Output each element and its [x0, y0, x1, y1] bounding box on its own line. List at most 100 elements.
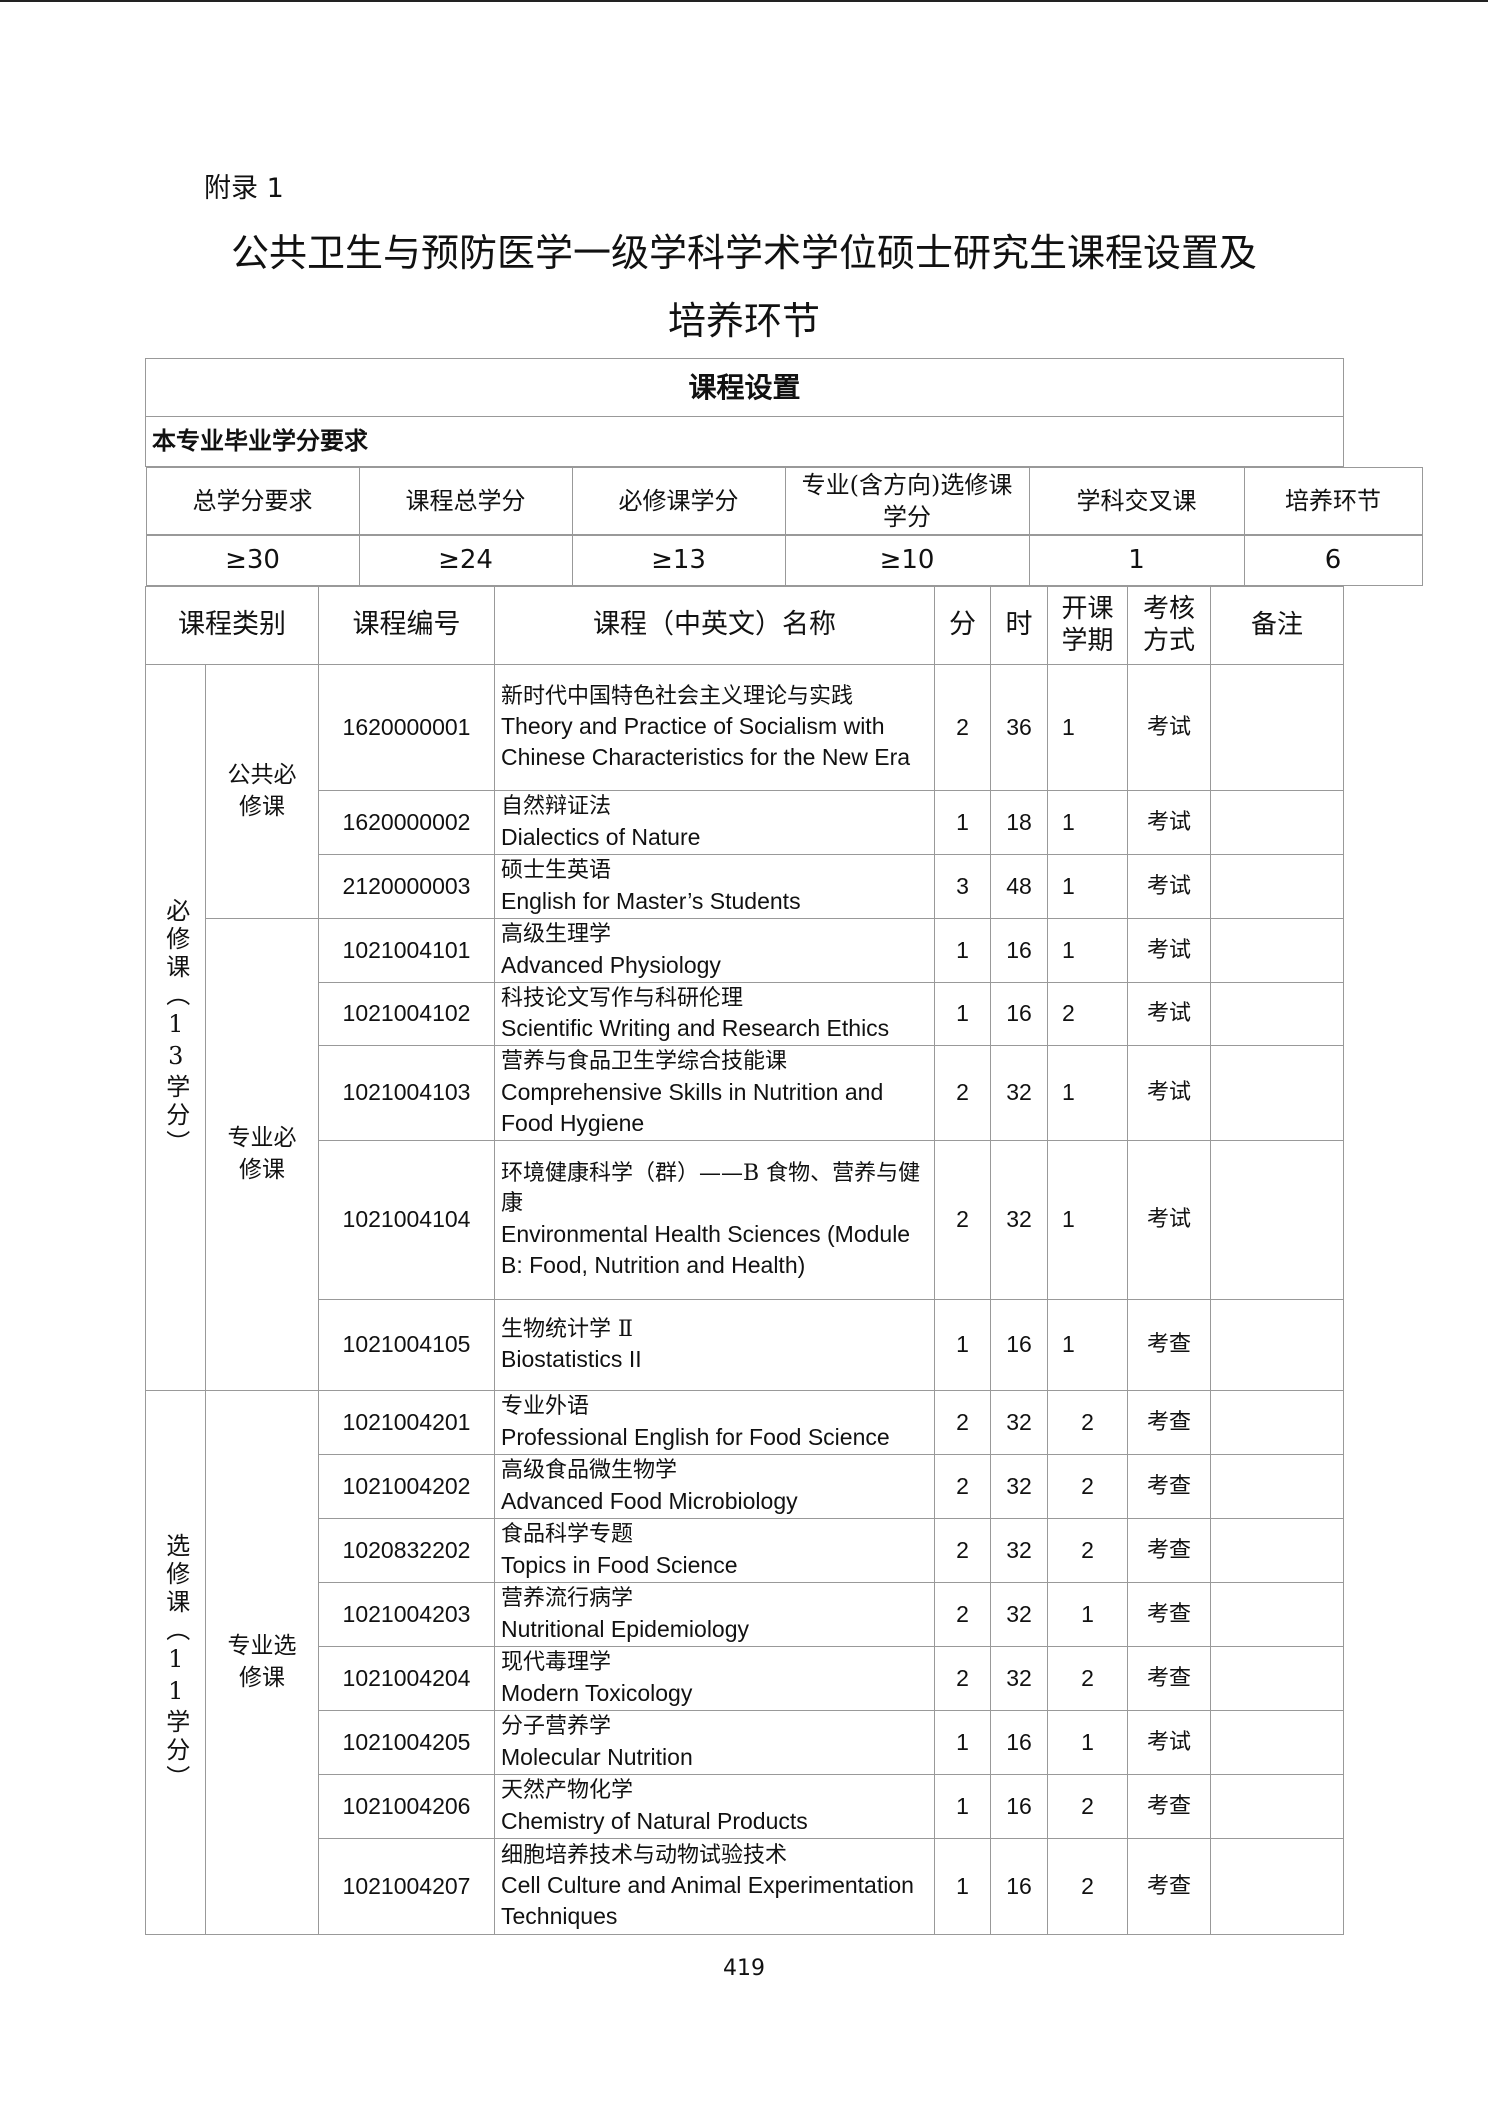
course-code: 1021004204: [318, 1646, 495, 1711]
course-code: 1620000002: [318, 790, 495, 855]
requirement-value: ≥24: [358, 535, 573, 586]
course-row: 1020832202 食品科学专题 Topics in Food Science 2 3…: [146, 1518, 1344, 1583]
header-3: 分: [934, 586, 991, 665]
course-name-en: Scientific Writing and Research Ethics: [501, 1015, 890, 1042]
course-row: 必修课（13学分） 公共必修课 1620000001 新时代中国特色社会主义理论与实践…: [145, 664, 1344, 1391]
course-name-en: Topics in Food Science: [501, 1551, 738, 1578]
course-name-en: Advanced Physiology: [501, 951, 721, 978]
course-row: 1620000002 自然辩证法 Dialectics of Nature 1 18 1 考…: [146, 790, 1344, 855]
course-code: 1021004203: [318, 1582, 495, 1647]
course-term: 1: [1047, 1140, 1128, 1300]
requirement-grid: 总学分要求 课程总学分 必修课学分 专业(含方向)选修课学分 学科交叉课 培养环节: [145, 467, 1423, 535]
course-credit: 3: [934, 854, 991, 919]
course-row: 1021004102 科技论文写作与科研伦理 Scientific Writing …: [146, 982, 1344, 1046]
header-category: 课程类别: [145, 586, 319, 665]
course-exam: 考查: [1127, 1838, 1211, 1935]
course-row: 1021004105 生物统计学 Ⅱ Biostatistics II 1 16 1 考查: [146, 1299, 1344, 1391]
appendix-label: 附录 1: [204, 173, 284, 204]
course-term: 2: [1047, 1454, 1128, 1519]
course-name: 环境健康科学（群）——B 食物、营养与健康 Environmental Healt…: [494, 1140, 935, 1300]
course-code: 1021004104: [318, 1140, 495, 1300]
course-remark: [1210, 982, 1344, 1046]
subgroup-label: 公共必修课: [205, 664, 319, 919]
course-hours: 16: [990, 918, 1048, 983]
course-name: 专业外语 Professional English for Food Scienc…: [494, 1390, 935, 1455]
course-code: 1021004205: [318, 1710, 495, 1775]
course-row: 1021004204 现代毒理学 Modern Toxicology 2 32 2 考查: [146, 1646, 1344, 1711]
course-row: 1021004207 细胞培养技术与动物试验技术 Cell Culture and …: [146, 1838, 1344, 1935]
course-hours: 32: [990, 1045, 1048, 1141]
course-remark: [1210, 1390, 1344, 1455]
course-name: 天然产物化学 Chemistry of Natural Products: [494, 1774, 935, 1839]
course-name-cn: 营养流行病学: [501, 1586, 634, 1612]
course-name: 新时代中国特色社会主义理论与实践 Theory and Practice of S…: [494, 664, 935, 791]
course-name-en: Chemistry of Natural Products: [501, 1807, 808, 1834]
course-row: 1021004104 环境健康科学（群）——B 食物、营养与健康 Environme…: [146, 1140, 1344, 1300]
course-exam: 考查: [1127, 1646, 1211, 1711]
course-row: 2120000003 硕士生英语 English for Master’s Stud…: [146, 854, 1344, 919]
course-credit: 2: [934, 1390, 991, 1455]
course-table: 课程设置 本专业毕业学分要求 总学分要求 课程总学分 必修课学分 专业(含方向)选修课学分…: [145, 358, 1423, 1935]
page-top-border: [0, 0, 1488, 2]
course-name-cn: 专业外语: [501, 1394, 590, 1420]
course-name-cn: 细胞培养技术与动物试验技术: [501, 1842, 788, 1868]
course-name-cn: 天然产物化学: [501, 1778, 634, 1804]
course-hours: 32: [990, 1518, 1048, 1583]
course-name-cn: 生物统计学 Ⅱ: [501, 1316, 633, 1342]
course-code: 1020832202: [318, 1518, 495, 1583]
course-name-en: Theory and Practice of Socialism with Ch…: [501, 713, 911, 771]
course-code: 2120000003: [318, 854, 495, 919]
course-credit: 2: [934, 1646, 991, 1711]
course-exam: 考查: [1127, 1518, 1211, 1583]
course-remark: [1210, 664, 1344, 791]
course-credit: 1: [934, 790, 991, 855]
course-term: 2: [1047, 1390, 1128, 1455]
course-name-en: Nutritional Epidemiology: [501, 1615, 750, 1642]
course-exam: 考查: [1127, 1774, 1211, 1839]
header-2: 课程（中英文）名称: [494, 586, 935, 665]
course-hours: 48: [990, 854, 1048, 919]
course-name: 自然辩证法 Dialectics of Nature: [494, 790, 935, 855]
course-remark: [1210, 790, 1344, 855]
header-1: 课程编号: [318, 586, 495, 665]
header-4: 时: [990, 586, 1048, 665]
course-name-cn: 高级生理学: [501, 922, 612, 948]
course-credit: 2: [934, 1518, 991, 1583]
course-name-cn: 高级食品微生物学: [501, 1458, 678, 1484]
course-name: 高级生理学 Advanced Physiology: [494, 918, 935, 983]
course-credit: 1: [934, 1710, 991, 1775]
course-exam: 考查: [1127, 1390, 1211, 1455]
group-label: 选修课（11学分）: [145, 1390, 206, 1935]
course-exam: 考试: [1127, 854, 1211, 919]
course-code: 1021004102: [318, 982, 495, 1046]
section-title-row: 课程设置: [145, 358, 1344, 417]
course-name: 食品科学专题 Topics in Food Science: [494, 1518, 935, 1583]
course-name-en: Biostatistics II: [501, 1346, 642, 1373]
course-credit: 2: [934, 1045, 991, 1141]
course-term: 1: [1047, 1045, 1128, 1141]
subgroup-label: 专业必修课: [205, 918, 319, 1391]
subgroup-label: 专业选修课: [205, 1390, 319, 1935]
course-hours: 16: [990, 1838, 1048, 1935]
requirement-value: ≥30: [145, 535, 360, 586]
group-label: 必修课（13学分）: [145, 664, 206, 1391]
course-code: 1021004103: [318, 1045, 495, 1141]
course-name-cn: 环境健康科学（群）——B 食物、营养与健康: [501, 1161, 921, 1216]
course-name-en: Comprehensive Skills in Nutrition and Fo…: [501, 1078, 884, 1136]
course-remark: [1210, 1774, 1344, 1839]
section-title: 课程设置: [145, 358, 1344, 417]
requirement-header: 课程总学分: [358, 467, 573, 535]
course-row: 选修课（11学分） 专业选修课 1021004201 专业外语 Professional…: [145, 1390, 1344, 1935]
course-name-en: Modern Toxicology: [501, 1679, 693, 1706]
requirement-header: 总学分要求: [145, 467, 360, 535]
course-credit: 2: [934, 664, 991, 791]
course-name-cn: 新时代中国特色社会主义理论与实践: [501, 683, 854, 709]
course-name: 现代毒理学 Modern Toxicology: [494, 1646, 935, 1711]
course-term: 1: [1047, 1582, 1128, 1647]
course-code: 1021004202: [318, 1454, 495, 1519]
course-hours: 36: [990, 664, 1048, 791]
course-remark: [1210, 1454, 1344, 1519]
course-exam: 考查: [1127, 1299, 1211, 1391]
course-code: 1021004207: [318, 1838, 495, 1935]
course-remark: [1210, 1710, 1344, 1775]
